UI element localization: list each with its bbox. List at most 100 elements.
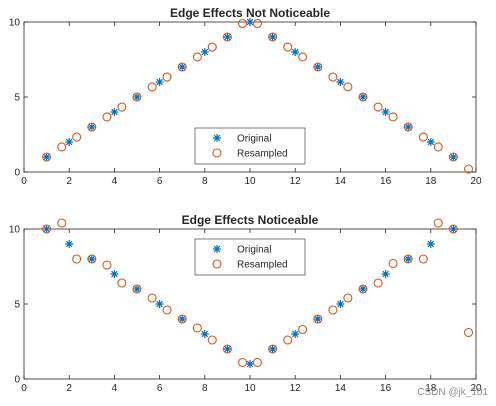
data-point-original <box>313 63 322 71</box>
subplot-1: Edge Effects Not Noticeable 0 2 4 6 8 10 12 14 16… <box>9 6 482 187</box>
data-point-resampled <box>358 92 368 102</box>
data-point-original <box>110 108 119 116</box>
data-point-resampled <box>192 52 202 62</box>
data-point-resampled <box>463 327 474 338</box>
data-point-original <box>200 48 209 56</box>
data-point-original <box>336 300 345 308</box>
data-point-original <box>133 93 141 101</box>
data-point-original <box>178 315 187 323</box>
watermark: CSDN @jk_101 <box>417 387 488 398</box>
data-point-original <box>381 270 390 278</box>
data-point-original <box>65 138 74 146</box>
x-tick-label: 14 <box>335 383 347 394</box>
legend-box <box>194 127 306 165</box>
data-point-resampled <box>328 305 338 315</box>
data-point-resampled <box>177 62 187 72</box>
data-point-resampled <box>87 122 97 132</box>
data-point-original <box>426 240 435 248</box>
legend-label-resampled: Resampled <box>237 260 288 271</box>
legend-marker-resampled <box>212 259 222 269</box>
data-point-resampled <box>132 92 142 102</box>
x-tick-label: 8 <box>202 383 208 394</box>
legend-box <box>194 238 306 276</box>
data-point-resampled <box>343 82 353 92</box>
x-tick-label: 18 <box>425 176 437 187</box>
data-point-original <box>65 240 74 248</box>
data-point-resampled <box>162 72 172 82</box>
data-point-original <box>87 255 96 263</box>
data-point-resampled <box>433 142 443 152</box>
data-point-resampled <box>388 258 398 269</box>
data-point-resampled <box>192 323 202 333</box>
x-tick-label: 6 <box>157 383 163 394</box>
x-tick-label: 2 <box>66 176 72 187</box>
data-point-original <box>133 285 141 293</box>
data-point-resampled <box>388 112 398 122</box>
subplot-2: Edge Effects Noticeable 0 2 4 6 8 10 12 14 16 18 20… <box>9 213 482 394</box>
data-point-resampled <box>463 164 474 174</box>
data-point-resampled <box>147 293 157 303</box>
data-point-resampled <box>283 335 293 345</box>
data-point-resampled <box>102 260 112 270</box>
data-point-resampled <box>57 218 67 228</box>
y-tick-label: 5 <box>14 300 20 311</box>
data-point-resampled <box>343 293 353 303</box>
data-point-resampled <box>57 142 67 152</box>
data-point-original <box>87 123 96 131</box>
y-tick-label: 0 <box>14 168 20 179</box>
series-resampled <box>42 18 474 174</box>
data-point-original <box>404 255 413 263</box>
series-original <box>42 18 458 161</box>
data-point-resampled <box>403 122 413 132</box>
data-point-original <box>359 285 367 293</box>
data-point-resampled <box>433 218 443 228</box>
data-point-original <box>155 300 164 308</box>
data-point-original <box>246 18 254 26</box>
data-point-original <box>268 345 277 353</box>
x-tick-label: 0 <box>21 383 27 394</box>
x-tick-label: 14 <box>335 176 347 187</box>
data-point-resampled <box>222 32 232 42</box>
x-tick-label: 6 <box>157 176 163 187</box>
data-point-resampled <box>358 284 368 294</box>
data-point-resampled <box>313 62 323 72</box>
data-point-resampled <box>87 254 97 264</box>
data-point-original <box>223 33 232 41</box>
data-point-resampled <box>177 314 187 324</box>
data-point-resampled <box>283 42 293 52</box>
x-tick-label: 16 <box>380 383 392 394</box>
legend-marker-original <box>213 245 221 253</box>
data-point-original <box>404 123 413 131</box>
series-original <box>42 225 458 368</box>
legend-label-original: Original <box>237 134 271 145</box>
data-point-original <box>110 270 119 278</box>
data-point-resampled <box>237 357 248 368</box>
data-point-resampled <box>132 284 142 294</box>
data-point-original <box>200 330 209 338</box>
legend-marker-resampled <box>212 148 222 158</box>
data-point-original <box>313 315 322 323</box>
data-point-resampled <box>418 254 428 264</box>
data-point-original <box>246 360 254 368</box>
data-point-resampled <box>72 254 82 264</box>
data-point-resampled <box>117 102 127 112</box>
data-point-original <box>291 48 300 56</box>
series-resampled <box>42 218 474 368</box>
data-point-resampled <box>373 102 383 112</box>
x-tick-label: 4 <box>112 176 118 187</box>
data-point-resampled <box>252 357 263 368</box>
data-point-resampled <box>102 112 112 122</box>
x-tick-label: 0 <box>21 176 27 187</box>
x-tick-label: 12 <box>290 383 302 394</box>
data-point-resampled <box>42 224 52 234</box>
data-point-resampled <box>207 42 217 52</box>
data-point-resampled <box>298 52 308 62</box>
data-point-resampled <box>237 18 248 29</box>
data-point-resampled <box>117 278 127 288</box>
legend: Original Resampled <box>194 238 306 276</box>
data-point-resampled <box>328 72 338 82</box>
x-tick-label: 10 <box>244 176 256 187</box>
data-point-resampled <box>147 82 157 92</box>
legend-label-original: Original <box>237 245 271 256</box>
